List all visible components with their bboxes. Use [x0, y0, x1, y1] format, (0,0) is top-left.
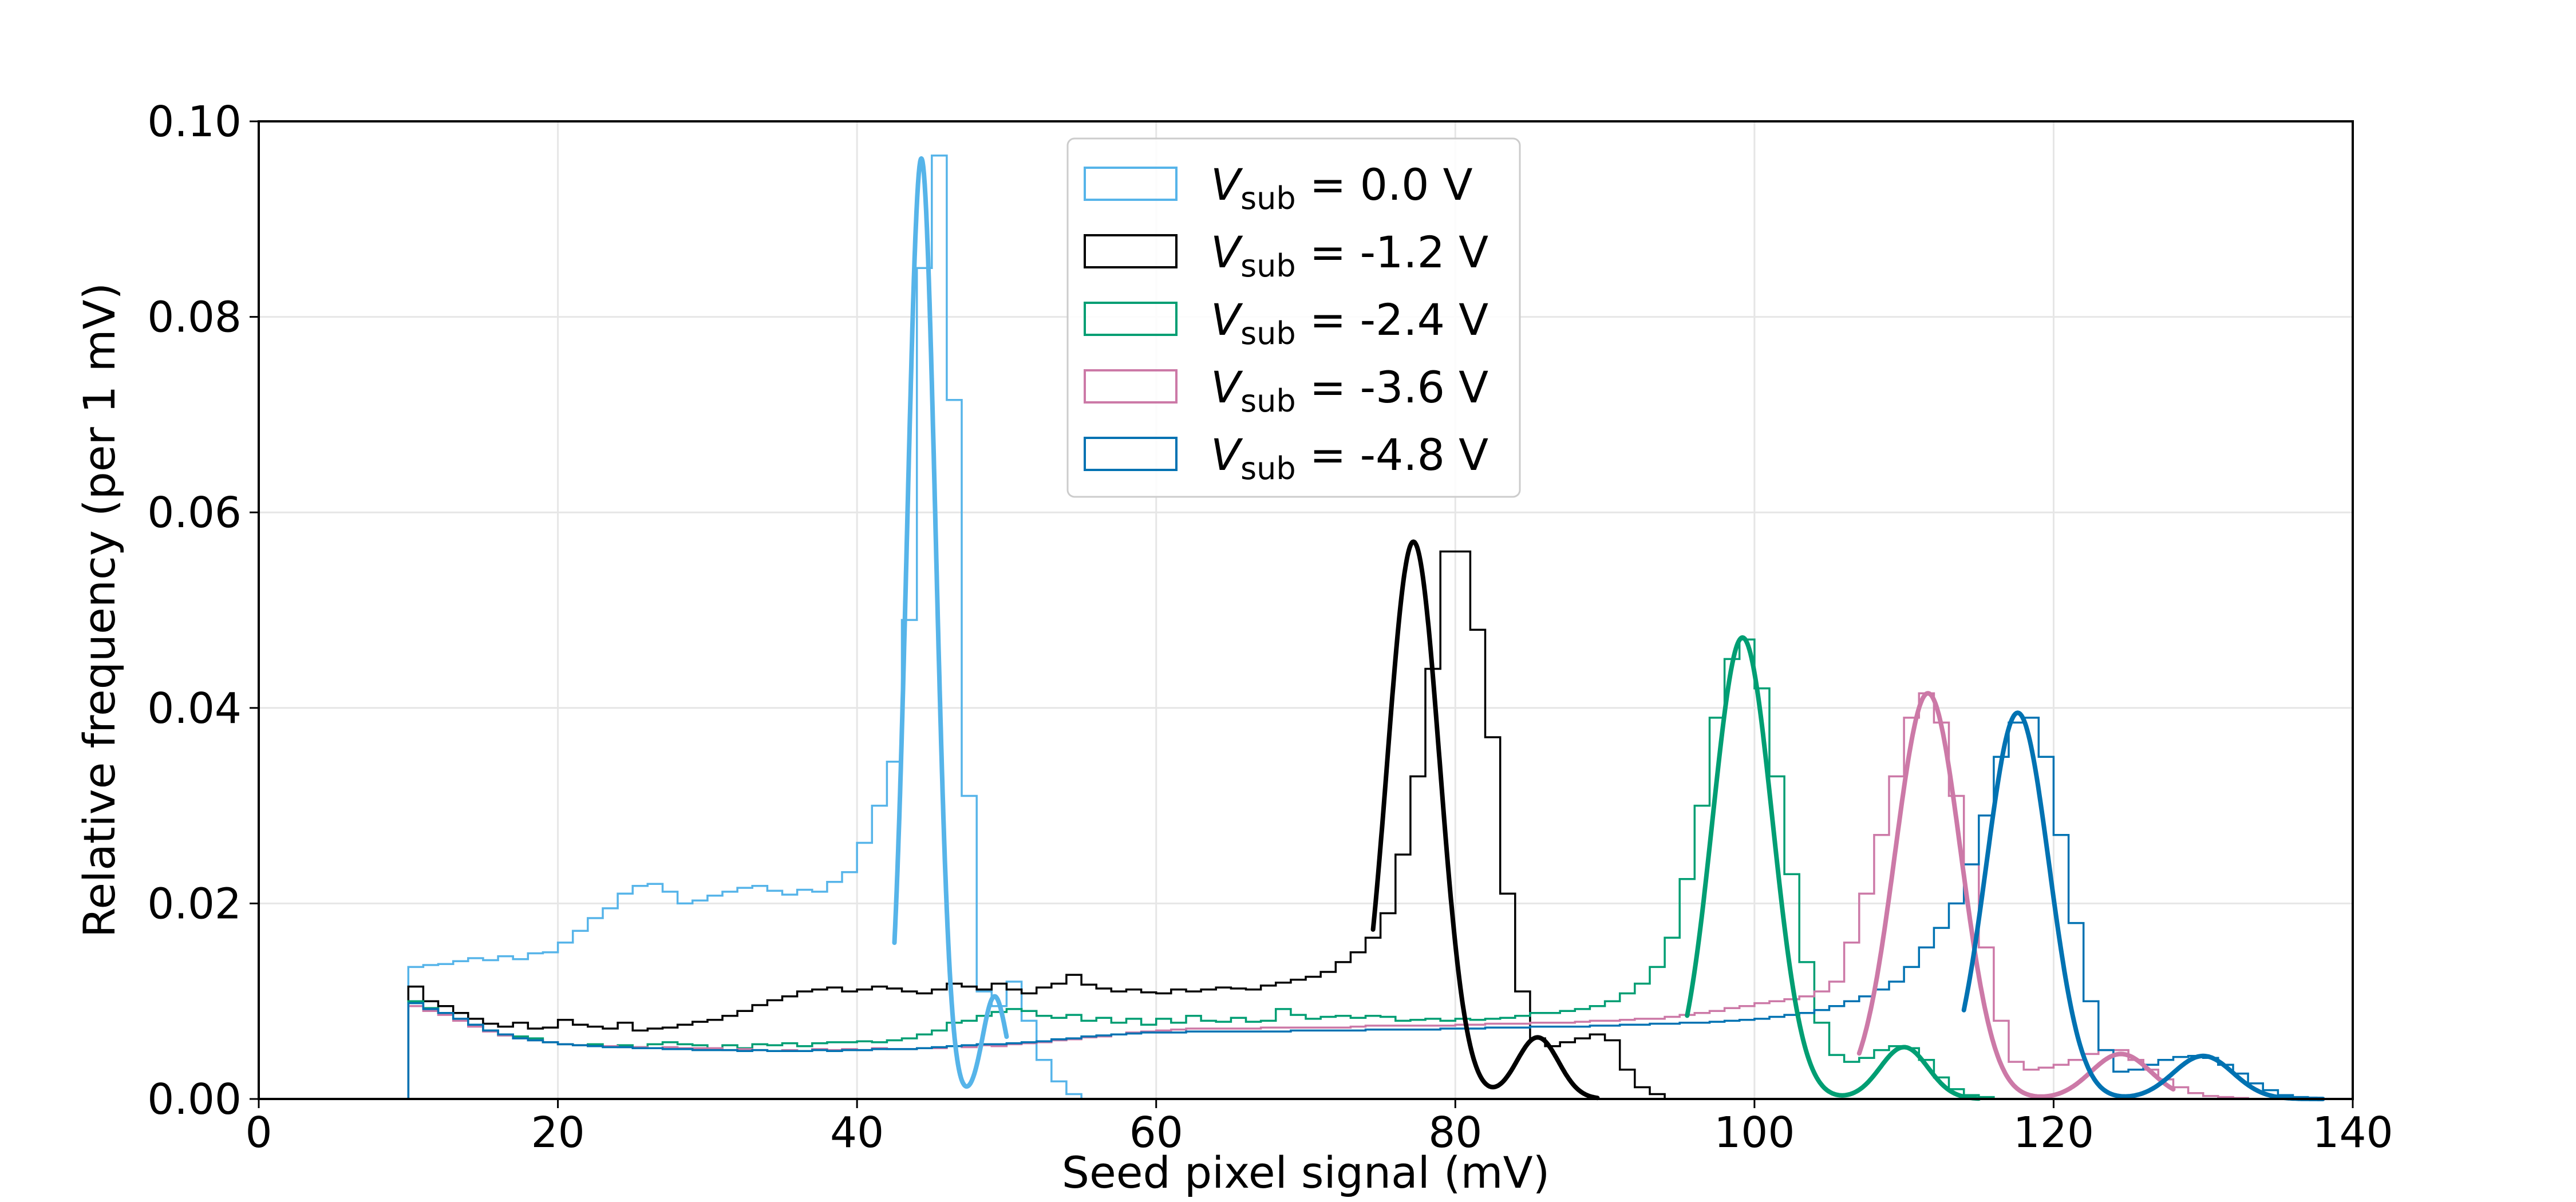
y-tick-label: 0.02	[147, 879, 242, 928]
x-tick-label: 60	[1129, 1108, 1183, 1157]
x-tick-label: 40	[830, 1108, 884, 1157]
x-axis-label: Seed pixel signal (mV)	[1062, 1147, 1550, 1198]
histograms	[407, 155, 2309, 1100]
plot-frame	[258, 120, 2354, 1100]
legend-entry-label: Vsub = 0.0 V	[1211, 159, 1473, 216]
histogram-series-1	[407, 155, 1082, 1099]
fit-curve-series-5	[1961, 710, 2325, 1101]
y-tick-label: 0.06	[147, 488, 242, 537]
legend-entry-label: Vsub = -1.2 V	[1211, 227, 1488, 284]
legend-entry-label: Vsub = -2.4 V	[1211, 294, 1488, 351]
fit-curve-series-3	[1685, 635, 1981, 1101]
legend-symbol: V	[1211, 429, 1243, 480]
x-axis-ticks: 0 20 40 60 80 100 120 140	[245, 1099, 2393, 1157]
legend-symbol: V	[1211, 227, 1243, 278]
x-tick-label: 20	[531, 1108, 584, 1157]
legend-symbol: V	[1211, 294, 1243, 345]
legend-swatch	[1084, 369, 1178, 404]
y-axis-ticks: 0.00 0.02 0.04 0.06 0.08 0.10	[147, 97, 259, 1124]
legend-swatch	[1084, 234, 1178, 268]
legend-subscript: sub	[1240, 450, 1296, 487]
y-tick-label: 0.00	[147, 1075, 242, 1124]
legend-value: = -1.2 V	[1296, 227, 1488, 278]
legend-subscript: sub	[1240, 315, 1296, 351]
fit-curve-series-1	[892, 156, 1009, 1089]
legend-subscript: sub	[1240, 248, 1296, 284]
x-tick-label: 140	[2312, 1108, 2393, 1157]
x-tick-label: 0	[245, 1108, 272, 1157]
legend-symbol: V	[1211, 159, 1243, 210]
legend-symbol: V	[1211, 362, 1243, 413]
x-tick-label: 80	[1428, 1108, 1482, 1157]
legend-swatch	[1084, 167, 1178, 201]
histogram-series-3	[407, 638, 1995, 1099]
histogram-series-5	[407, 717, 2309, 1099]
legend-box	[1066, 137, 1521, 498]
legend-subscript: sub	[1240, 383, 1296, 419]
legend-subscript: sub	[1240, 180, 1296, 216]
legend-value: = -3.6 V	[1296, 362, 1488, 413]
legend-value: = -2.4 V	[1296, 294, 1488, 345]
y-tick-label: 0.08	[147, 293, 242, 342]
fit-curve-series-2	[1370, 539, 1600, 1101]
histogram-series-4	[407, 692, 2249, 1100]
legend-swatch	[1084, 302, 1178, 336]
fit-curves	[892, 156, 2325, 1101]
fit-curve-series-4	[1856, 691, 2176, 1099]
legend-value: = 0.0 V	[1296, 159, 1473, 210]
legend-entry-label: Vsub = -3.6 V	[1211, 362, 1488, 419]
legend-value: = -4.8 V	[1296, 429, 1488, 480]
x-tick-label: 120	[2013, 1108, 2094, 1157]
legend-entry-label: Vsub = -4.8 V	[1211, 429, 1488, 487]
y-tick-label: 0.04	[147, 684, 242, 733]
legend-swatch	[1084, 437, 1178, 471]
histogram-series-2	[407, 550, 1666, 1099]
y-tick-label: 0.10	[147, 97, 242, 147]
x-tick-label: 100	[1714, 1108, 1795, 1157]
y-axis-label: Relative frequency (per 1 mV)	[74, 283, 125, 938]
